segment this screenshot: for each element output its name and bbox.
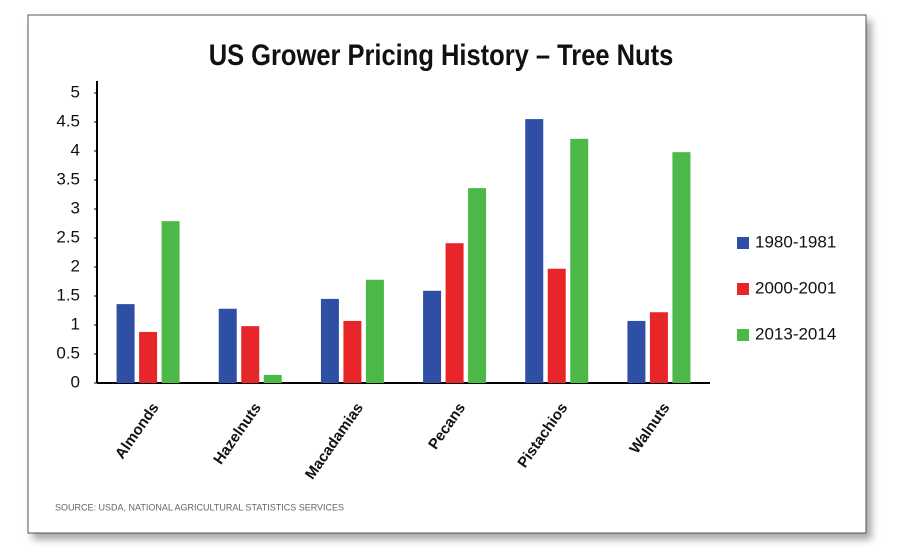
bar xyxy=(320,298,339,383)
chart-title: US Grower Pricing History – Tree Nuts xyxy=(209,38,674,71)
y-tick-label: 0.5 xyxy=(56,343,80,362)
bar xyxy=(547,268,566,383)
legend-label: 1980-1981 xyxy=(755,232,836,251)
bar xyxy=(627,320,646,383)
y-tick-label: 1 xyxy=(71,314,80,333)
legend-label: 2013-2014 xyxy=(755,324,836,343)
bar xyxy=(263,374,282,383)
legend-label: 2000-2001 xyxy=(755,278,836,297)
legend-swatch xyxy=(737,283,749,295)
bar xyxy=(525,119,544,383)
y-tick-label: 0 xyxy=(71,372,80,391)
bar xyxy=(445,243,464,383)
y-tick-label: 3.5 xyxy=(56,169,80,188)
bar xyxy=(218,308,237,383)
legend-swatch xyxy=(737,237,749,249)
bar xyxy=(570,138,589,383)
source-note: SOURCE: USDA, NATIONAL AGRICULTURAL STAT… xyxy=(55,502,344,512)
y-tick-label: 2.5 xyxy=(56,227,80,246)
bar xyxy=(423,290,442,383)
bar xyxy=(161,221,180,383)
bar xyxy=(139,331,158,383)
bar xyxy=(365,279,384,383)
y-tick-label: 3 xyxy=(71,198,80,217)
bar xyxy=(343,320,362,383)
bar xyxy=(672,152,691,383)
y-tick-label: 2 xyxy=(71,256,80,275)
y-tick-label: 5 xyxy=(71,82,80,101)
y-tick-label: 4 xyxy=(71,140,80,159)
legend-swatch xyxy=(737,329,749,341)
y-tick-label: 1.5 xyxy=(56,285,80,304)
bar xyxy=(241,326,260,383)
bar xyxy=(649,312,668,383)
y-tick-label: 4.5 xyxy=(56,111,80,130)
bar xyxy=(116,304,135,383)
bar xyxy=(468,188,487,383)
